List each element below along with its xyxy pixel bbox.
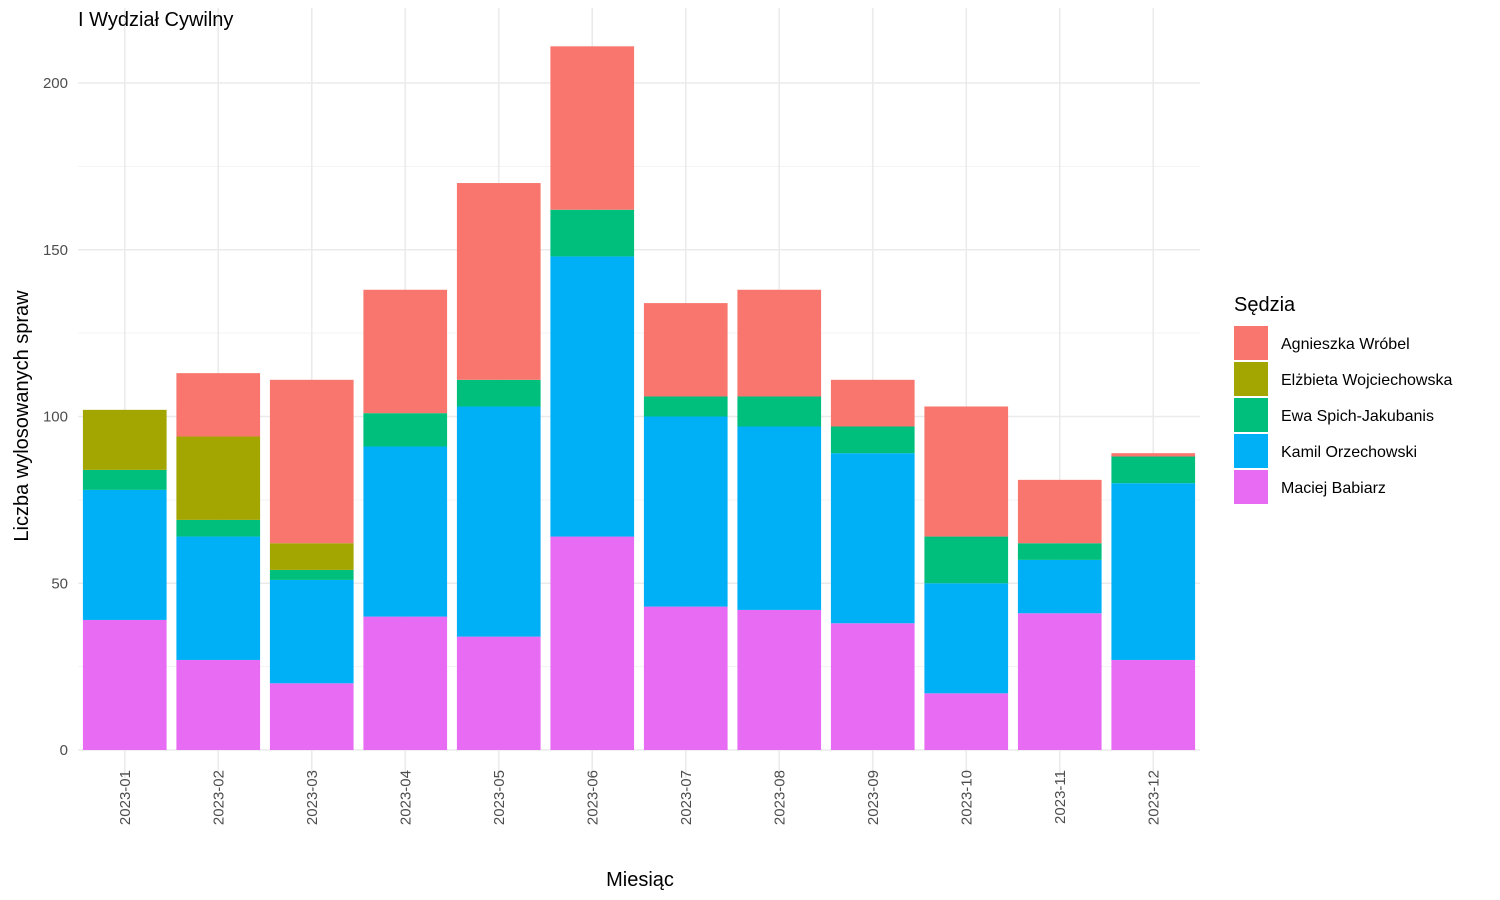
bars-layer [82,46,1196,750]
legend-swatch [1234,398,1268,432]
bar-segment [269,683,354,750]
bar-segment [363,289,448,414]
bar-segment [737,396,822,427]
bar-segment [550,256,635,537]
bar-segment [924,583,1009,694]
bar-segment [1111,483,1196,660]
legend-swatch [1234,326,1268,360]
bar-segment [924,536,1009,584]
bar-segment [830,379,915,427]
bar-segment [924,406,1009,537]
x-tick-label: 2023-03 [304,770,321,825]
bar-segment [1111,456,1196,484]
bar-segment [82,469,167,490]
bar-segment [269,379,354,544]
legend-swatch [1234,362,1268,396]
bar-segment [643,396,728,417]
bar-segment [830,426,915,454]
y-tick-label: 0 [60,742,68,759]
legend-label: Kamil Orzechowski [1281,444,1417,461]
bar-segment [643,416,728,607]
bar-segment [82,489,167,620]
x-tick-label: 2023-05 [491,770,508,825]
bar-segment [456,636,541,750]
bar-segment [643,606,728,750]
y-axis-title: Liczba wylosowanych spraw [11,290,33,542]
x-tick-label: 2023-08 [771,770,788,825]
legend-label: Ewa Spich-Jakubanis [1281,408,1434,425]
legend-swatch [1234,470,1268,504]
bar-segment [456,406,541,637]
y-tick-label: 150 [43,242,68,259]
bar-segment [176,536,261,660]
x-tick-label: 2023-04 [397,770,414,825]
bar-segment [737,609,822,750]
bar-segment [82,619,167,750]
bar-segment [737,426,822,610]
bar-segment [176,519,261,537]
bar-segment [1017,559,1102,614]
bar-segment [550,46,635,210]
x-tick-label: 2023-12 [1145,770,1162,825]
bar-segment [363,413,448,447]
y-axis-ticks: 0 50 100 150 200 [43,75,68,759]
legend-label: Agnieszka Wróbel [1281,336,1410,353]
x-tick-label: 2023-11 [1052,770,1069,824]
x-tick-label: 2023-09 [865,770,882,825]
bar-segment [82,409,167,470]
y-tick-label: 100 [43,409,68,426]
legend-title: Sędzia [1234,294,1296,316]
legend: Sędzia Agnieszka Wróbel Elżbieta Wojciech… [1234,294,1452,504]
bar-segment [550,536,635,750]
bar-segment [456,183,541,380]
bar-segment [269,543,354,570]
bar-segment [176,659,261,750]
bar-segment [550,209,635,257]
bar-segment [737,289,822,397]
x-tick-label: 2023-02 [210,770,227,825]
y-tick-label: 200 [43,75,68,92]
legend-swatch [1234,434,1268,468]
bar-segment [456,379,541,407]
bar-segment [1017,543,1102,560]
bar-segment [176,373,261,437]
x-axis-title: Miesiąc [606,869,674,891]
x-tick-label: 2023-10 [958,770,975,825]
legend-label: Maciej Babiarz [1281,480,1386,497]
y-tick-label: 50 [51,575,68,592]
bar-segment [363,616,448,750]
bar-segment [269,579,354,684]
bar-segment [1111,453,1196,457]
bar-segment [363,446,448,617]
bar-segment [643,303,728,397]
bar-segment [269,569,354,580]
chart-title: I Wydział Cywilny [78,9,233,31]
bar-segment [176,436,261,520]
bar-segment [1111,659,1196,750]
bar-segment [830,623,915,750]
legend-items: Agnieszka Wróbel Elżbieta Wojciechowska Ew… [1234,326,1452,504]
x-axis-ticks: 2023-01 2023-02 2023-03 2023-04 2023-05 2023-… [117,770,1163,825]
bar-segment [924,693,1009,750]
x-tick-label: 2023-07 [678,770,695,825]
x-tick-label: 2023-01 [117,770,134,825]
legend-label: Elżbieta Wojciechowska [1281,372,1452,389]
bar-segment [1017,479,1102,544]
bar-segment [830,453,915,624]
bar-segment [1017,613,1102,750]
x-tick-label: 2023-06 [584,770,601,825]
